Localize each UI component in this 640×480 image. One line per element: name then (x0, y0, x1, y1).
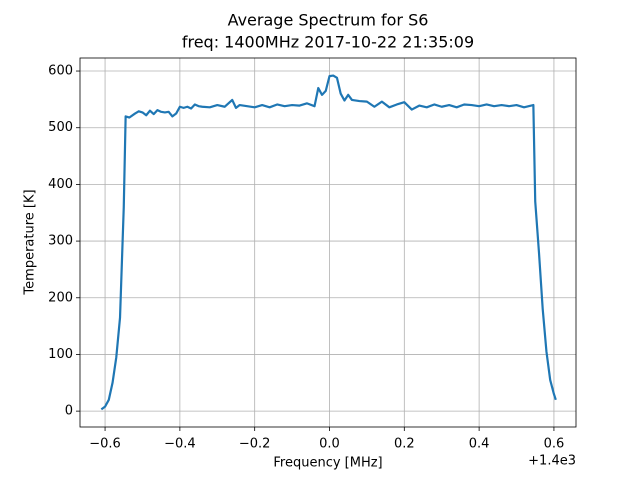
x-tick-label: −0.6 (89, 437, 121, 452)
x-offset-label: +1.4e3 (528, 454, 576, 469)
chart-title: Average Spectrum for S6 (228, 11, 429, 30)
x-tick-label: 0.2 (394, 437, 415, 452)
x-tick-label: −0.4 (164, 437, 196, 452)
y-tick-label: 400 (48, 177, 73, 192)
chart-subtitle: freq: 1400MHz 2017-10-22 21:35:09 (182, 33, 474, 52)
plot-frame (79, 57, 577, 428)
x-tick-label: −0.2 (239, 437, 271, 452)
x-tick-label: 0.0 (319, 437, 340, 452)
x-tick-label: 0.6 (544, 437, 565, 452)
y-tick-label: 100 (48, 347, 73, 362)
y-tick-label: 200 (48, 290, 73, 305)
y-axis-label: Temperature [K] (23, 189, 38, 295)
y-tick-label: 500 (48, 120, 73, 135)
y-tick-label: 0 (65, 404, 73, 419)
y-tick-label: 600 (48, 64, 73, 79)
x-axis-label: Frequency [MHz] (273, 456, 382, 471)
y-tick-label: 300 (48, 234, 73, 249)
data-line (100, 74, 557, 411)
x-tick-label: 0.4 (469, 437, 490, 452)
